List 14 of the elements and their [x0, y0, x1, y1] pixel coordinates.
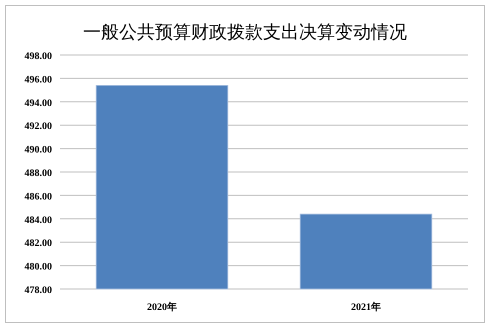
chart-title: 一般公共预算财政拨款支出决算变动情况: [83, 22, 407, 42]
y-tick-label: 498.00: [24, 51, 52, 62]
y-tick-label: 488.00: [24, 168, 52, 179]
y-tick-label: 486.00: [24, 191, 52, 202]
y-tick-label: 496.00: [24, 74, 52, 86]
x-tick-label: 2021年: [351, 301, 381, 313]
y-tick-label: 478.00: [24, 285, 52, 296]
y-tick-label: 482.00: [24, 238, 52, 250]
x-tick-label: 2020年: [147, 301, 177, 313]
y-tick-label: 480.00: [24, 262, 52, 273]
y-tick-label: 484.00: [24, 214, 52, 226]
y-tick-label: 490.00: [24, 144, 52, 156]
y-tick-label: 494.00: [24, 98, 52, 109]
y-tick-label: 492.00: [24, 121, 52, 132]
